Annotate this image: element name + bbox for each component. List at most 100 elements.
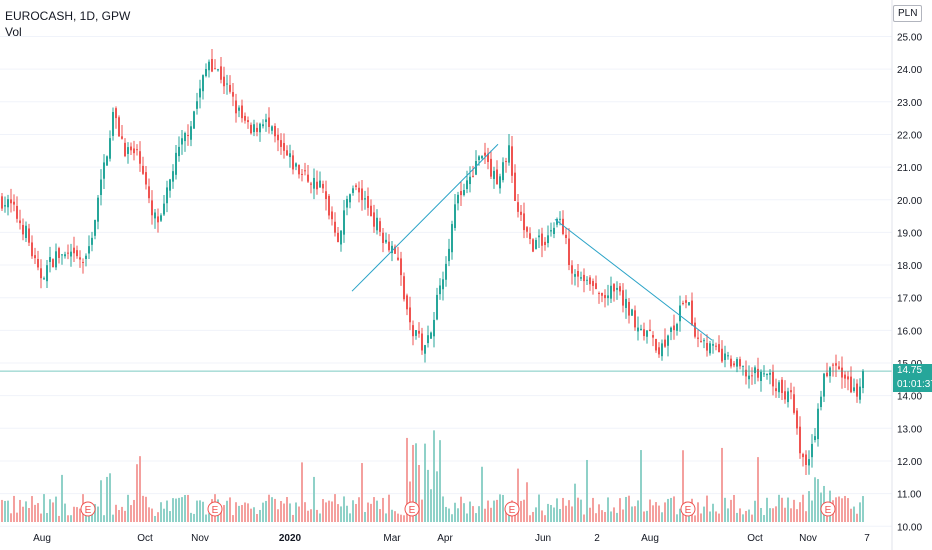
candle-body xyxy=(532,239,534,252)
time-axis[interactable]: Aug Oct Nov 2020 Mar Apr Jun 2 Aug Oct Nov 7 xyxy=(33,533,870,544)
earnings-marker-label: E xyxy=(409,505,416,516)
candle-body xyxy=(199,88,201,98)
volume-bar xyxy=(226,500,228,522)
candle-body xyxy=(817,408,819,440)
candle-body xyxy=(649,329,651,331)
candle-body xyxy=(556,218,558,225)
candle-body xyxy=(250,124,252,134)
time-tick-label: Oct xyxy=(137,533,153,544)
candle-body xyxy=(808,459,810,466)
candle-body xyxy=(307,174,309,182)
candle-body xyxy=(91,237,93,245)
volume-bar xyxy=(418,464,420,522)
volume-bar xyxy=(379,509,381,522)
candle-body xyxy=(640,328,642,331)
volume-bar xyxy=(499,494,501,522)
trend-line-up xyxy=(351,143,499,292)
earnings-marker-icon xyxy=(80,501,96,517)
volume-bar xyxy=(754,500,756,522)
volume-bar xyxy=(436,471,438,522)
candle-body xyxy=(841,367,843,378)
candle-body xyxy=(322,183,324,189)
volume-bar xyxy=(496,499,498,522)
candle-body xyxy=(829,367,831,377)
volume-bar xyxy=(532,511,534,522)
candle-body xyxy=(139,151,141,164)
volume-bar xyxy=(805,511,807,522)
candle-body xyxy=(304,170,306,172)
candle-body xyxy=(310,183,312,185)
volume-bar xyxy=(7,500,9,522)
volume-bar xyxy=(58,515,60,522)
volume-bar xyxy=(355,503,357,522)
candle-body xyxy=(691,300,693,326)
candle-body xyxy=(853,387,855,391)
candle-body xyxy=(136,149,138,151)
candle-body xyxy=(718,344,720,353)
candle-body xyxy=(739,359,741,367)
candle-body xyxy=(754,367,756,374)
candle-body xyxy=(37,258,39,268)
trend-lines[interactable] xyxy=(351,143,713,341)
candle-body xyxy=(109,138,111,159)
volume-bar xyxy=(313,476,315,522)
candle-body xyxy=(670,327,672,332)
symbol-line[interactable]: EUROCASH, 1D, GPW xyxy=(5,9,131,23)
volume-bar xyxy=(544,515,546,522)
volume-indicator-label[interactable]: Vol xyxy=(5,25,22,39)
candle-body xyxy=(673,325,675,331)
volume-bar xyxy=(367,502,369,522)
volume-bar xyxy=(847,498,849,522)
volume-bar xyxy=(574,483,576,522)
volume-bar xyxy=(88,511,90,522)
volume-bar xyxy=(133,499,135,522)
volume-bar xyxy=(616,512,618,522)
volume-bar xyxy=(277,509,279,522)
price-axis[interactable]: 25.00 24.00 23.00 22.00 21.00 20.00 19.00 18.00… xyxy=(897,33,922,534)
candle-body xyxy=(724,353,726,360)
volume-bar xyxy=(586,459,588,522)
candle-body xyxy=(769,372,771,375)
volume-bar xyxy=(463,503,465,522)
earnings-marker-label: E xyxy=(685,505,692,516)
candle-body xyxy=(73,247,75,254)
candle-body xyxy=(166,187,168,204)
candle-body xyxy=(685,300,687,303)
candle-body xyxy=(163,203,165,215)
candle-body xyxy=(601,292,603,296)
volume-bar xyxy=(454,502,456,522)
candle-body xyxy=(586,279,588,281)
volume-bar xyxy=(220,505,222,522)
candle-body xyxy=(658,347,660,355)
candle-body xyxy=(766,373,768,376)
volume-bar xyxy=(79,508,81,522)
time-tick-label: Nov xyxy=(191,533,209,544)
candle-body xyxy=(175,152,177,175)
candle-body xyxy=(652,335,654,338)
trend-line-down xyxy=(554,218,713,341)
candle-body xyxy=(178,146,180,157)
candle-body xyxy=(514,172,516,201)
candle-body xyxy=(25,225,27,239)
candle-body xyxy=(124,142,126,157)
currency-label[interactable]: PLN xyxy=(893,5,923,22)
candle-body xyxy=(301,173,303,175)
volume-bar xyxy=(607,497,609,522)
volume-bar xyxy=(190,512,192,522)
volume-bar xyxy=(316,509,318,522)
volume-bar xyxy=(340,506,342,522)
candle-body xyxy=(655,339,657,351)
candle-body xyxy=(46,265,48,282)
volume-bar xyxy=(568,500,570,522)
volume-bar xyxy=(328,500,330,522)
volume-bar xyxy=(343,496,345,522)
volume-bar xyxy=(808,491,810,522)
volume-bar xyxy=(415,443,417,522)
candle-body xyxy=(628,301,630,316)
candle-body xyxy=(637,327,639,332)
candle-body xyxy=(262,124,264,127)
candle-body xyxy=(415,330,417,336)
candle-body xyxy=(835,363,837,366)
